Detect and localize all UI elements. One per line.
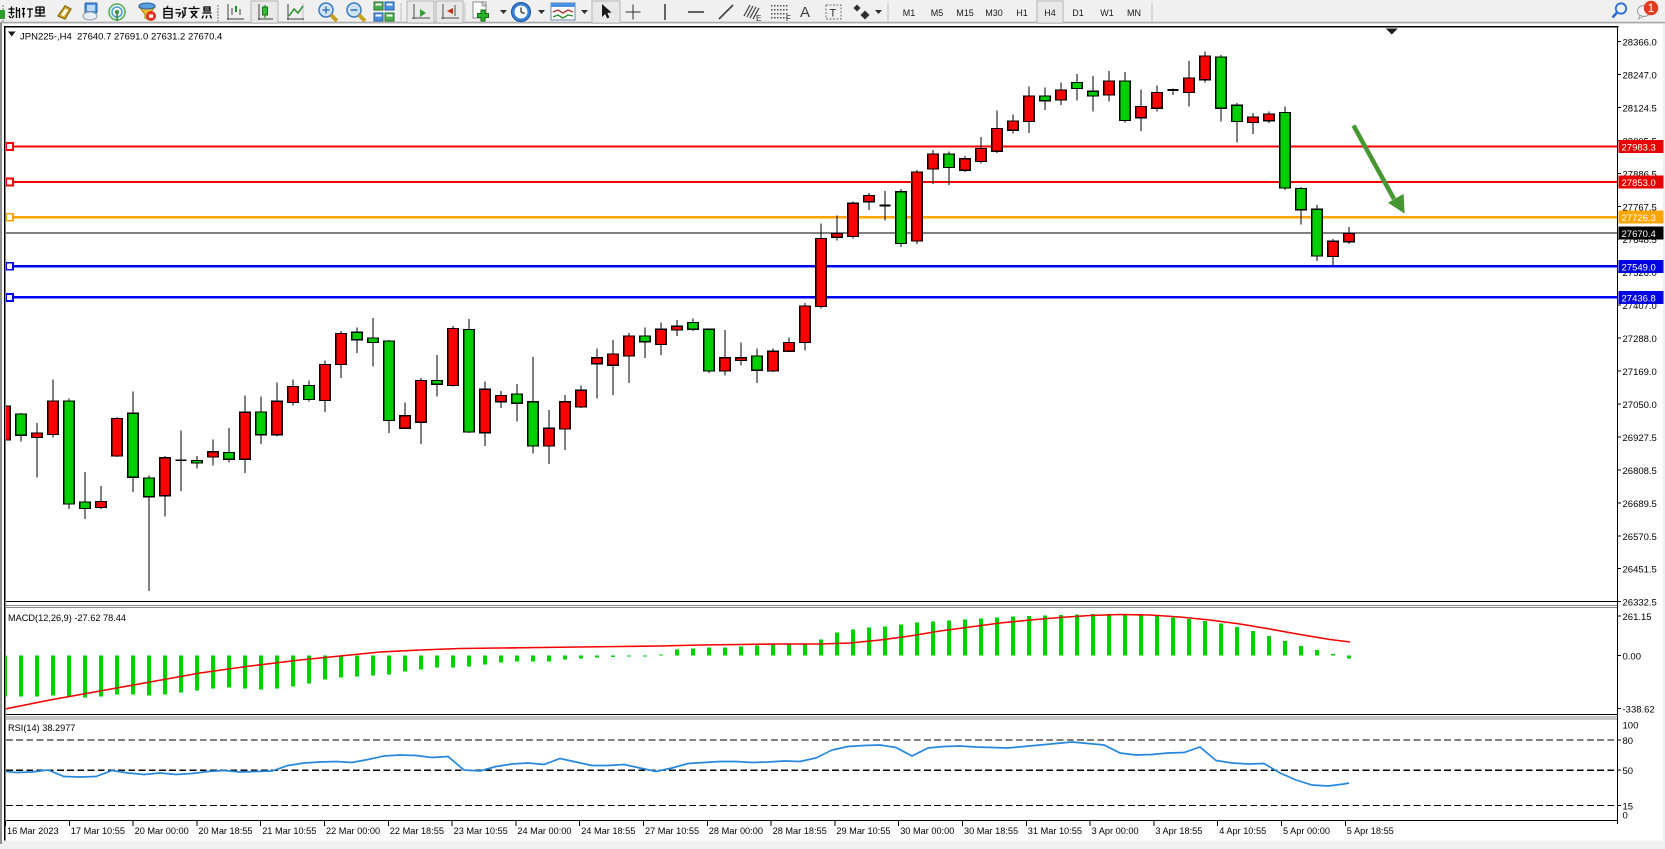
svg-text:0: 0 [1623, 811, 1628, 822]
svg-text:5 Apr 00:00: 5 Apr 00:00 [1283, 826, 1330, 836]
svg-text:27288.0: 27288.0 [1623, 334, 1657, 345]
svg-text:JPN225-,H4 27640.7 27691.0 27: JPN225-,H4 27640.7 27691.0 27631.2 27670… [20, 32, 222, 43]
svg-text:27853.0: 27853.0 [1622, 178, 1656, 189]
svg-text:24 Mar 18:55: 24 Mar 18:55 [581, 826, 635, 836]
svg-text:26570.5: 26570.5 [1623, 532, 1657, 543]
svg-text:27648.5: 27648.5 [1623, 235, 1657, 246]
svg-text:20 Mar 18:55: 20 Mar 18:55 [198, 826, 252, 836]
svg-text:261.15: 261.15 [1623, 612, 1652, 623]
svg-text:28 Mar 00:00: 28 Mar 00:00 [709, 826, 763, 836]
svg-text:15: 15 [1623, 801, 1634, 812]
svg-text:23 Mar 10:55: 23 Mar 10:55 [454, 826, 508, 836]
svg-text:28366.0: 28366.0 [1623, 38, 1657, 49]
svg-text:D1: D1 [1072, 8, 1084, 18]
svg-text:5 Apr 18:55: 5 Apr 18:55 [1347, 826, 1394, 836]
svg-text:1: 1 [1648, 3, 1654, 15]
svg-text:27983.3: 27983.3 [1622, 142, 1656, 153]
svg-text:27526.0: 27526.0 [1623, 268, 1657, 279]
svg-text:27407.0: 27407.0 [1623, 301, 1657, 312]
svg-text:27886.5: 27886.5 [1623, 169, 1657, 180]
svg-text:H4: H4 [1044, 8, 1056, 18]
svg-text:M15: M15 [956, 8, 974, 18]
svg-text:26927.5: 26927.5 [1623, 433, 1657, 444]
svg-text:27549.0: 27549.0 [1622, 262, 1656, 273]
svg-text:20 Mar 00:00: 20 Mar 00:00 [135, 826, 189, 836]
svg-text:30 Mar 00:00: 30 Mar 00:00 [900, 826, 954, 836]
svg-text:27050.0: 27050.0 [1623, 400, 1657, 411]
svg-text:17 Mar 10:55: 17 Mar 10:55 [71, 826, 125, 836]
svg-text:16 Mar 2023: 16 Mar 2023 [7, 826, 59, 836]
svg-text:28124.5: 28124.5 [1623, 103, 1657, 114]
svg-text:E: E [756, 14, 761, 23]
svg-text:31 Mar 10:55: 31 Mar 10:55 [1028, 826, 1082, 836]
svg-text:28247.0: 28247.0 [1623, 70, 1657, 81]
svg-text:26451.5: 26451.5 [1623, 565, 1657, 576]
svg-text:28 Mar 18:55: 28 Mar 18:55 [773, 826, 827, 836]
svg-text:F: F [786, 14, 791, 23]
svg-text:26332.5: 26332.5 [1623, 598, 1657, 609]
svg-text:80: 80 [1623, 736, 1634, 747]
svg-text:M1: M1 [903, 8, 916, 18]
svg-text:RSI(14) 38.2977: RSI(14) 38.2977 [8, 723, 75, 733]
svg-text:21 Mar 10:55: 21 Mar 10:55 [262, 826, 316, 836]
svg-text:4 Apr 10:55: 4 Apr 10:55 [1219, 826, 1266, 836]
svg-text:M5: M5 [931, 8, 944, 18]
svg-text:30 Mar 18:55: 30 Mar 18:55 [964, 826, 1018, 836]
svg-text:27670.4: 27670.4 [1622, 229, 1656, 240]
svg-text:H1: H1 [1016, 8, 1028, 18]
svg-text:-338.62: -338.62 [1623, 705, 1655, 716]
svg-text:22 Mar 18:55: 22 Mar 18:55 [390, 826, 444, 836]
svg-text:29 Mar 10:55: 29 Mar 10:55 [836, 826, 890, 836]
svg-text:22 Mar 00:00: 22 Mar 00:00 [326, 826, 380, 836]
svg-text:24 Mar 00:00: 24 Mar 00:00 [517, 826, 571, 836]
svg-text:27 Mar 10:55: 27 Mar 10:55 [645, 826, 699, 836]
svg-text:M30: M30 [985, 8, 1003, 18]
svg-text:26808.5: 26808.5 [1623, 466, 1657, 477]
svg-text:MN: MN [1127, 8, 1141, 18]
svg-text:3 Apr 18:55: 3 Apr 18:55 [1155, 826, 1202, 836]
svg-text:3 Apr 00:00: 3 Apr 00:00 [1092, 826, 1139, 836]
svg-text:100: 100 [1623, 721, 1639, 732]
svg-text:27767.5: 27767.5 [1623, 202, 1657, 213]
svg-text:A: A [800, 4, 810, 21]
svg-text:27169.0: 27169.0 [1623, 367, 1657, 378]
svg-text:0.00: 0.00 [1623, 652, 1642, 663]
svg-text:27726.3: 27726.3 [1622, 213, 1656, 224]
svg-text:T: T [830, 8, 837, 20]
svg-text:50: 50 [1623, 766, 1634, 777]
svg-text:MACD(12,26,9) -27.62 78.44: MACD(12,26,9) -27.62 78.44 [8, 613, 126, 623]
svg-text:26689.5: 26689.5 [1623, 499, 1657, 510]
svg-text:27436.8: 27436.8 [1622, 293, 1656, 304]
svg-text:W1: W1 [1100, 8, 1114, 18]
